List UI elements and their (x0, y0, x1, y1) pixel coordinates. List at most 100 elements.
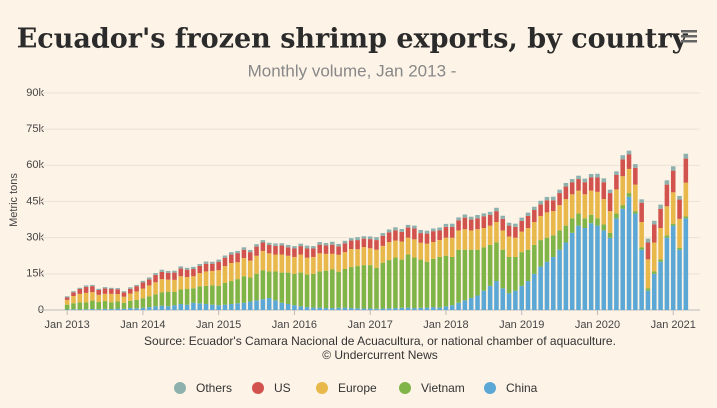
bar-segment (538, 204, 543, 216)
bar-segment (348, 248, 354, 268)
bar-segment (412, 225, 417, 229)
bar-segment (311, 248, 316, 257)
bar-segment (203, 303, 209, 310)
bar-segment (569, 179, 575, 183)
bar-segment (380, 308, 386, 310)
bar-segment (222, 282, 228, 305)
bar-segment (77, 287, 83, 290)
bar-segment (374, 267, 379, 309)
bar-segment (456, 302, 461, 310)
bar-segment (203, 261, 209, 264)
bar-segment (412, 257, 417, 309)
bar-segment (241, 276, 247, 303)
bar-segment (620, 208, 625, 310)
bar-segment (102, 293, 108, 302)
bar-segment (235, 250, 240, 254)
bar-segment (513, 226, 518, 238)
bar-segment (330, 244, 335, 254)
bar-segment (64, 299, 70, 305)
bar-segment (456, 220, 461, 231)
bar-segment (298, 306, 304, 310)
bar-segment (342, 269, 348, 308)
bar-segment (626, 193, 632, 197)
bar-segment (323, 270, 329, 309)
bar-segment (437, 227, 442, 231)
bar-segment (614, 174, 619, 190)
bar-segment (191, 269, 196, 277)
bar-segment (418, 233, 423, 243)
bar-segment (538, 240, 543, 267)
bar-segment (102, 288, 108, 294)
bar-segment (197, 273, 203, 287)
bar-segment (96, 288, 101, 290)
bar-segment (367, 308, 373, 310)
menu-button[interactable] (678, 26, 700, 46)
bar-segment (342, 252, 348, 270)
bar-segment (134, 284, 139, 287)
bar-segment (128, 293, 133, 301)
bar-segment (569, 182, 575, 195)
bar-segment (633, 167, 638, 185)
bar-segment (134, 308, 139, 310)
bar-segment (658, 259, 663, 262)
bar-segment (595, 191, 600, 219)
bar-segment (128, 300, 133, 309)
bar-segment (405, 254, 411, 308)
bar-segment (197, 265, 203, 274)
bar-segment (229, 254, 234, 263)
bar-segment (588, 223, 594, 310)
bar-segment (481, 247, 487, 291)
bar-segment (614, 189, 619, 214)
bar-segment (367, 236, 373, 240)
legend-label: Europe (338, 381, 377, 395)
bar-segment (203, 263, 209, 272)
bar-segment (393, 257, 398, 309)
bar-segment (633, 213, 638, 310)
bar-segment (292, 248, 297, 257)
bar-segment (437, 307, 442, 310)
bar-segment (115, 294, 120, 302)
bar-segment (367, 265, 373, 309)
source: Source: Ecuador's Camara Nacional de Acu… (144, 334, 616, 348)
bar-segment (235, 253, 240, 263)
bar-segment (481, 228, 487, 248)
bar-segment (506, 222, 512, 226)
bar-segment (677, 199, 682, 219)
bar-segment (254, 273, 259, 301)
bar-segment (203, 271, 209, 286)
bar-segment (399, 228, 405, 232)
bar-segment (304, 274, 310, 308)
bar-segment (71, 309, 76, 310)
bar-segment (241, 247, 247, 250)
bar-segment (399, 259, 405, 308)
bar-segment (355, 240, 360, 250)
bar-segment (273, 254, 278, 272)
bar-segment (96, 294, 101, 303)
bar-segment (172, 305, 177, 310)
bar-segment (576, 213, 581, 226)
bar-segment (279, 254, 285, 273)
bar-segment (216, 259, 221, 262)
bar-segment (90, 309, 95, 310)
bar-segment (412, 308, 417, 310)
bar-segment (418, 259, 423, 308)
y-tick-label: 30k (26, 232, 44, 244)
bar-segment (323, 308, 329, 310)
bar-segment (683, 216, 689, 219)
bar-segment (140, 288, 146, 299)
legend-swatch (174, 382, 186, 394)
bar-segment (437, 230, 442, 241)
bar-segment (71, 292, 76, 297)
bar-segment (159, 292, 165, 306)
bar-segment (317, 307, 322, 310)
bar-segment (405, 224, 411, 228)
bar-segment (134, 286, 139, 292)
bar-segment (393, 230, 398, 241)
bar-segment (601, 178, 607, 183)
bar-segment (569, 194, 575, 219)
bar-segment (336, 243, 341, 247)
x-tick-label: Jan 2020 (575, 319, 620, 331)
bar-segment (506, 236, 512, 257)
bar-segment (374, 249, 379, 268)
bar-segment (563, 182, 569, 187)
